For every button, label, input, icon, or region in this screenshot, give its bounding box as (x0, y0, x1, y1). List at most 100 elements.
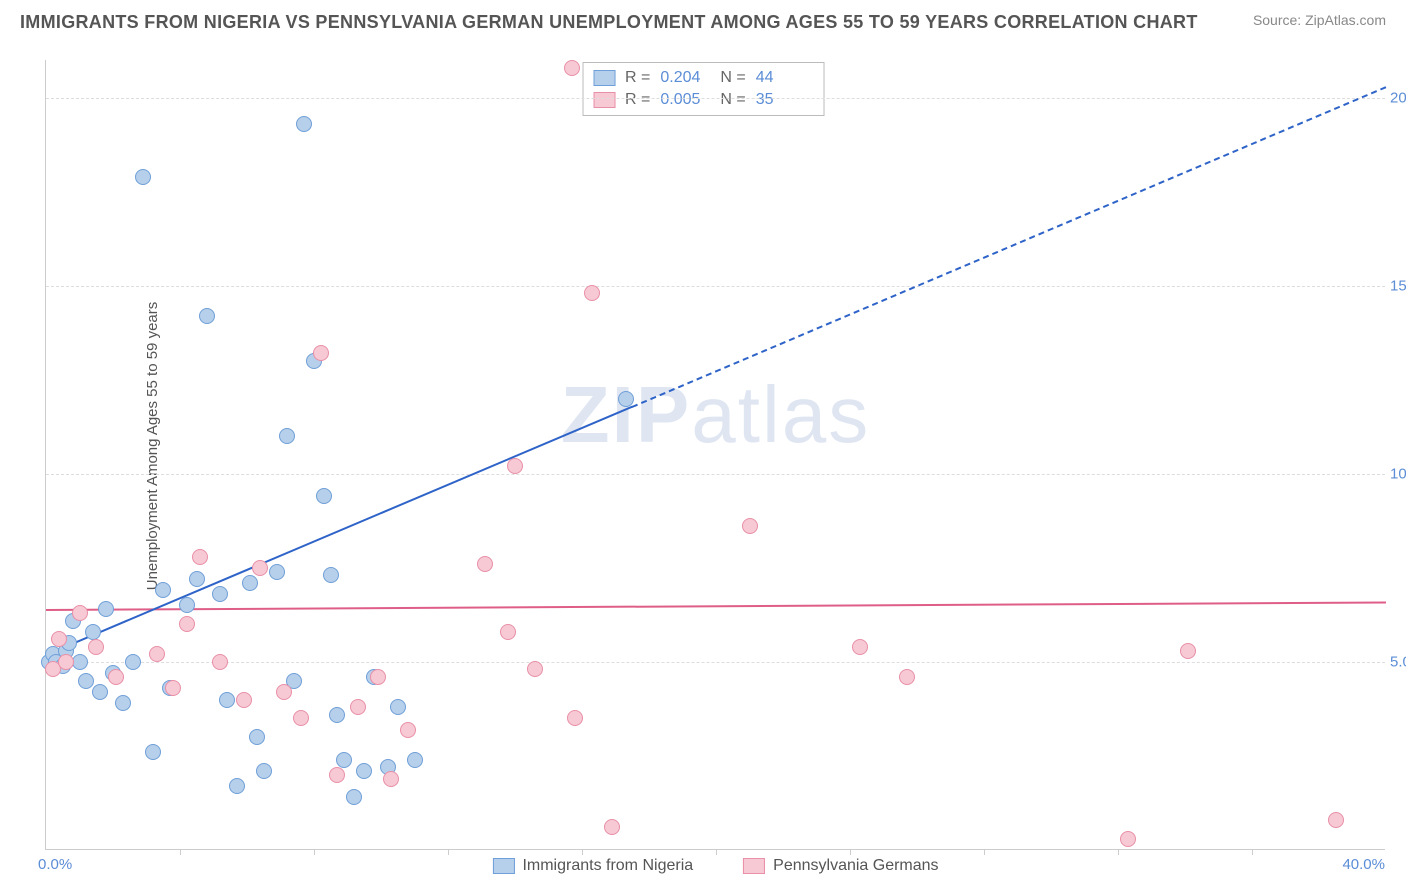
x-minor-tick (582, 849, 583, 855)
data-point-pagerman (500, 624, 516, 640)
chart-title: IMMIGRANTS FROM NIGERIA VS PENNSYLVANIA … (20, 12, 1198, 33)
data-point-pagerman (852, 639, 868, 655)
y-tick-label: 10.0% (1390, 465, 1406, 482)
data-point-pagerman (370, 669, 386, 685)
data-point-nigeria (115, 695, 131, 711)
swatch-pagerman (593, 92, 615, 108)
data-point-pagerman (350, 699, 366, 715)
data-point-nigeria (316, 488, 332, 504)
data-point-nigeria (229, 778, 245, 794)
data-point-pagerman (72, 605, 88, 621)
x-tick-min: 0.0% (38, 856, 72, 873)
data-point-pagerman (58, 654, 74, 670)
data-point-pagerman (400, 722, 416, 738)
data-point-pagerman (293, 710, 309, 726)
data-point-nigeria (296, 116, 312, 132)
data-point-pagerman (604, 819, 620, 835)
r-value-pagerman: 0.005 (660, 91, 710, 109)
legend-item-pagerman: Pennsylvania Germans (743, 857, 938, 875)
swatch-nigeria (492, 858, 514, 874)
n-value-nigeria: 44 (756, 69, 806, 87)
series-label-pagerman: Pennsylvania Germans (773, 857, 938, 875)
data-point-nigeria (125, 654, 141, 670)
data-point-nigeria (329, 707, 345, 723)
r-value-nigeria: 0.204 (660, 69, 710, 87)
x-minor-tick (314, 849, 315, 855)
data-point-pagerman (51, 631, 67, 647)
data-point-pagerman (212, 654, 228, 670)
x-tick-max: 40.0% (1342, 856, 1385, 873)
data-point-nigeria (346, 789, 362, 805)
x-minor-tick (984, 849, 985, 855)
data-point-pagerman (329, 767, 345, 783)
data-point-nigeria (279, 428, 295, 444)
trend-line (46, 602, 1386, 612)
y-tick-label: 15.0% (1390, 277, 1406, 294)
series-label-nigeria: Immigrants from Nigeria (522, 857, 693, 875)
grid-line (46, 98, 1385, 99)
data-point-nigeria (219, 692, 235, 708)
data-point-nigeria (85, 624, 101, 640)
scatter-plot-area: ZIPatlas R = 0.204 N = 44 R = 0.005 N = … (45, 60, 1385, 850)
x-minor-tick (180, 849, 181, 855)
grid-line (46, 474, 1385, 475)
legend-row-pagerman: R = 0.005 N = 35 (593, 89, 806, 111)
data-point-nigeria (336, 752, 352, 768)
data-point-pagerman (179, 616, 195, 632)
data-point-nigeria (98, 601, 114, 617)
data-point-nigeria (242, 575, 258, 591)
data-point-pagerman (1328, 812, 1344, 828)
swatch-pagerman (743, 858, 765, 874)
data-point-pagerman (252, 560, 268, 576)
data-point-nigeria (390, 699, 406, 715)
data-point-pagerman (236, 692, 252, 708)
r-label: R = (625, 69, 650, 87)
data-point-nigeria (356, 763, 372, 779)
data-point-pagerman (88, 639, 104, 655)
data-point-nigeria (78, 673, 94, 689)
data-point-nigeria (179, 597, 195, 613)
data-point-pagerman (899, 669, 915, 685)
trend-line-extrapolated (632, 86, 1387, 408)
data-point-nigeria (212, 586, 228, 602)
data-point-nigeria (249, 729, 265, 745)
data-point-nigeria (135, 169, 151, 185)
data-point-pagerman (313, 345, 329, 361)
trend-line (46, 406, 633, 656)
y-tick-label: 5.0% (1390, 653, 1406, 670)
n-label: N = (720, 91, 745, 109)
legend-item-nigeria: Immigrants from Nigeria (492, 857, 693, 875)
data-point-pagerman (149, 646, 165, 662)
data-point-pagerman (584, 285, 600, 301)
n-value-pagerman: 35 (756, 91, 806, 109)
x-minor-tick (850, 849, 851, 855)
data-point-nigeria (155, 582, 171, 598)
data-point-pagerman (192, 549, 208, 565)
data-point-nigeria (323, 567, 339, 583)
data-point-pagerman (165, 680, 181, 696)
x-minor-tick (448, 849, 449, 855)
swatch-nigeria (593, 70, 615, 86)
correlation-legend: R = 0.204 N = 44 R = 0.005 N = 35 (582, 62, 825, 116)
data-point-pagerman (742, 518, 758, 534)
data-point-pagerman (477, 556, 493, 572)
data-point-nigeria (199, 308, 215, 324)
legend-row-nigeria: R = 0.204 N = 44 (593, 67, 806, 89)
source-label: Source: ZipAtlas.com (1253, 12, 1386, 28)
data-point-pagerman (383, 771, 399, 787)
data-point-pagerman (276, 684, 292, 700)
data-point-pagerman (1180, 643, 1196, 659)
series-legend: Immigrants from Nigeria Pennsylvania Ger… (492, 857, 938, 875)
n-label: N = (720, 69, 745, 87)
r-label: R = (625, 91, 650, 109)
data-point-nigeria (189, 571, 205, 587)
data-point-pagerman (1120, 831, 1136, 847)
data-point-pagerman (507, 458, 523, 474)
data-point-nigeria (618, 391, 634, 407)
x-minor-tick (716, 849, 717, 855)
data-point-pagerman (527, 661, 543, 677)
data-point-nigeria (92, 684, 108, 700)
data-point-nigeria (269, 564, 285, 580)
grid-line (46, 286, 1385, 287)
data-point-pagerman (108, 669, 124, 685)
